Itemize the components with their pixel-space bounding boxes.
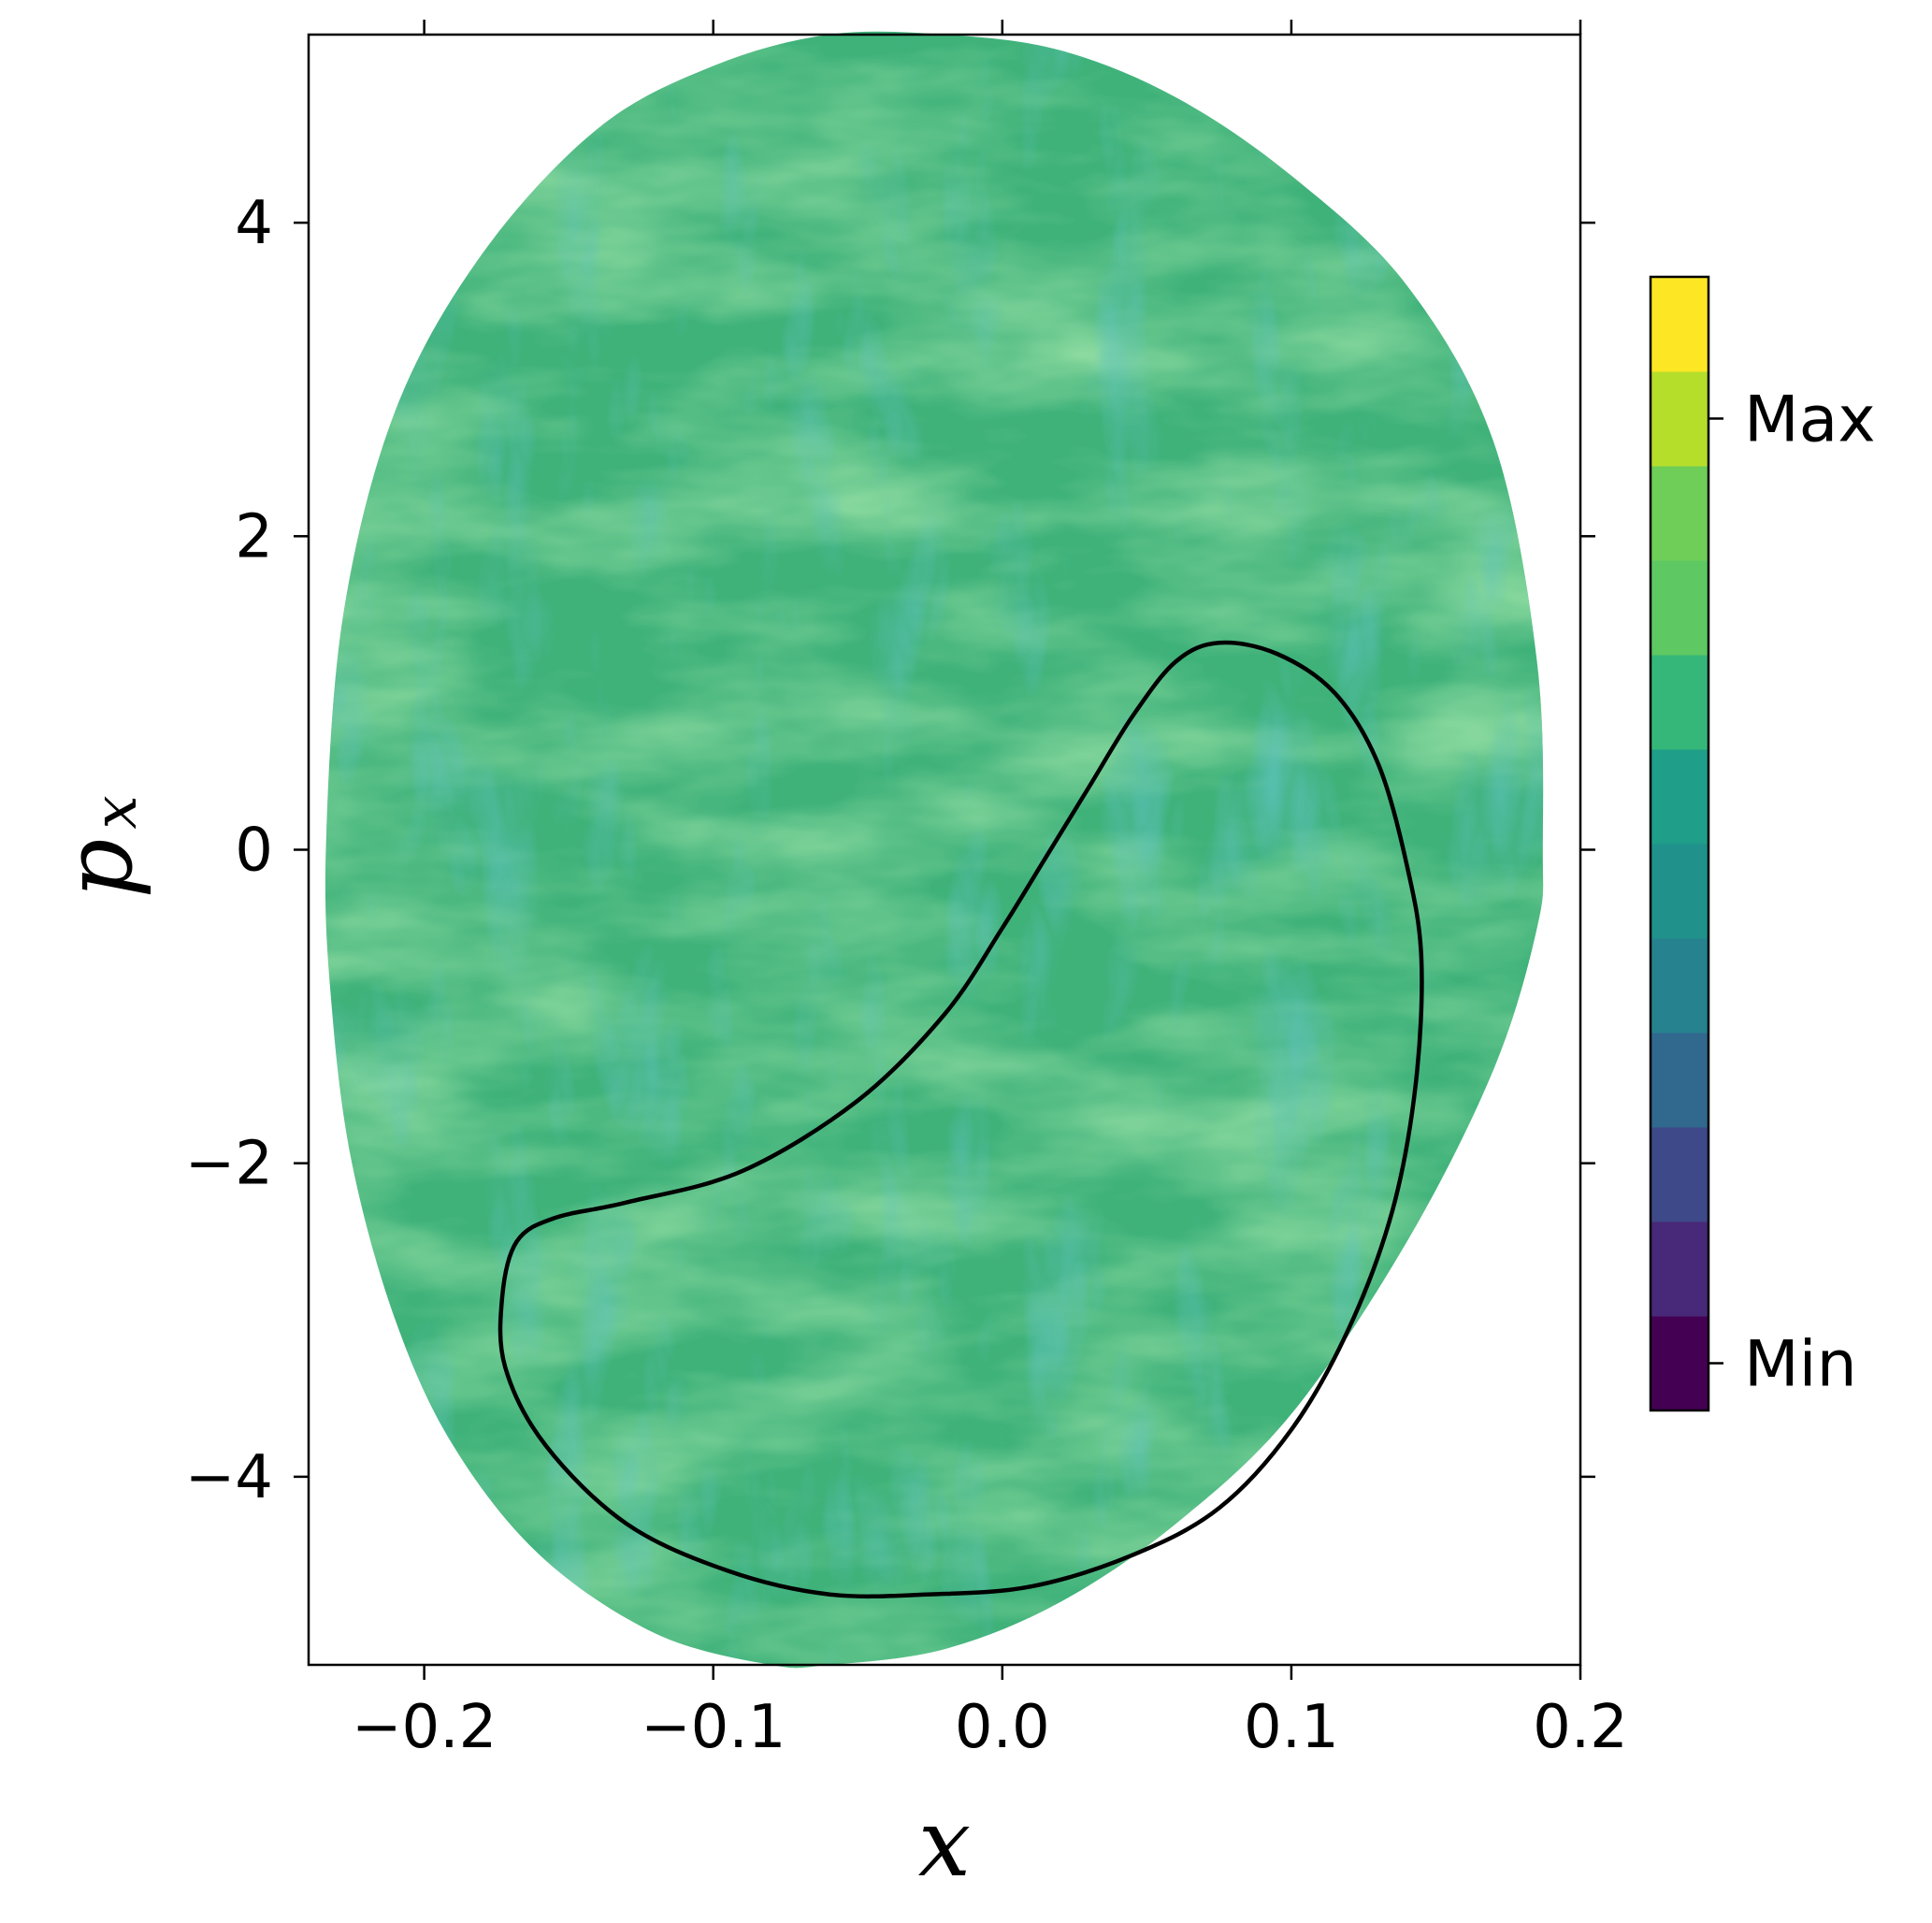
colorbar-segment (1651, 655, 1709, 750)
y-axis-label: p x (44, 795, 153, 898)
boundary-curve (497, 640, 1424, 1599)
colorbar-segment (1651, 466, 1709, 561)
colorbar-frame (1649, 275, 1710, 1412)
y-tick-label: 0 (235, 817, 273, 886)
colorbar-segment (1651, 371, 1709, 467)
colorbar-segment (1651, 938, 1709, 1034)
x-tick-label: −0.2 (352, 1693, 497, 1762)
x-tick-label: −0.1 (641, 1693, 786, 1762)
colorbar-tick-label: Max (1744, 383, 1876, 457)
colorbar-segment (1651, 1316, 1709, 1411)
colorbar-segment (1651, 844, 1709, 939)
colorbar-segment (1651, 277, 1709, 372)
x-tick-label: 0.1 (1244, 1693, 1339, 1762)
y-axis-label-subscript: x (81, 795, 151, 829)
x-tick-label: 0.2 (1533, 1693, 1628, 1762)
colorbar-segment (1651, 560, 1709, 656)
colorbar: Min Max (1649, 275, 1876, 1412)
y-tick-label: 4 (235, 189, 273, 258)
y-tick-label: 2 (235, 502, 273, 571)
colorbar-segment (1651, 1033, 1709, 1128)
colorbar-segment (1651, 1222, 1709, 1317)
swirl-texture (324, 31, 1544, 1669)
y-tick-label: −2 (185, 1130, 273, 1199)
x-tick-label: 0.0 (955, 1693, 1050, 1762)
x-axis-label: x (918, 1788, 971, 1898)
y-axis-label-main: p (44, 838, 153, 898)
y-axis: −4 −2 0 2 4 (185, 189, 1595, 1512)
colorbar-segment (1651, 749, 1709, 845)
colorbar-tick-label: Min (1744, 1328, 1857, 1402)
x-axis: −0.2 −0.1 0.0 0.1 0.2 (352, 20, 1628, 1762)
colorbar-segment (1651, 1127, 1709, 1222)
y-tick-label: −4 (185, 1443, 273, 1512)
plot-area (324, 31, 1544, 1669)
